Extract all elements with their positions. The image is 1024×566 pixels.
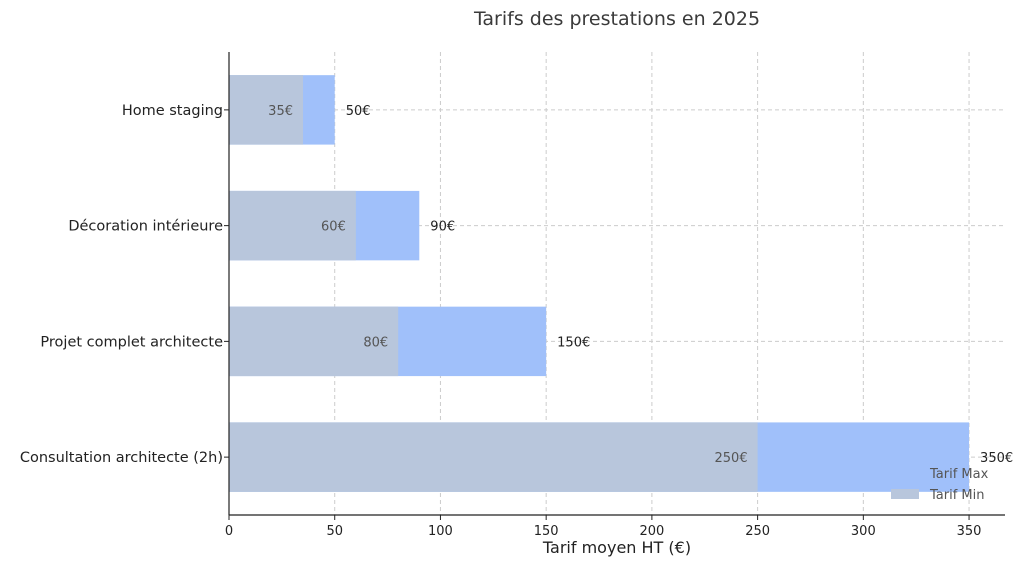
category-labels: Consultation architecte (2h) Projet compl… [20, 103, 229, 466]
bar-min [229, 190, 356, 261]
data-label-max: 50€ [346, 104, 371, 119]
bars [229, 75, 970, 492]
x-tick-label: 100 [428, 524, 453, 539]
x-tick-label: 250 [745, 524, 770, 539]
bar-min [229, 75, 304, 145]
legend-label-min: Tarif Min [929, 488, 985, 503]
data-label-max: 350€ [980, 451, 1013, 466]
legend-label-max: Tarif Max [929, 467, 989, 482]
x-tick-label: 200 [639, 524, 664, 539]
chart-title: Tarifs des prestations en 2025 [473, 8, 760, 30]
bar-min [229, 422, 758, 492]
category-label: Consultation architecte (2h) [20, 450, 223, 466]
data-label-min: 250€ [715, 451, 748, 466]
data-label-min: 35€ [268, 104, 293, 119]
data-label-max: 90€ [430, 220, 455, 235]
data-labels: 250€ 350€ 80€ 150€ 60€ 90€ 35€ 50€ [268, 104, 1013, 466]
axes [228, 52, 1005, 516]
x-ticks: 0 50 100 150 200 250 300 350 [225, 515, 982, 539]
category-label: Home staging [122, 103, 223, 119]
x-tick-label: 150 [534, 524, 559, 539]
data-label-max: 150€ [557, 335, 590, 350]
bar-min [229, 306, 399, 377]
x-axis-label: Tarif moyen HT (€) [542, 538, 691, 557]
category-label: Décoration intérieure [68, 219, 223, 235]
x-tick-label: 50 [326, 524, 343, 539]
data-label-min: 80€ [363, 335, 388, 350]
data-label-min: 60€ [321, 220, 346, 235]
x-tick-label: 300 [851, 524, 876, 539]
legend-swatch-min [891, 489, 919, 499]
category-label: Projet complet architecte [40, 334, 223, 350]
legend: Tarif Max Tarif Min [891, 467, 989, 503]
x-tick-label: 350 [957, 524, 982, 539]
x-tick-label: 0 [225, 524, 233, 539]
